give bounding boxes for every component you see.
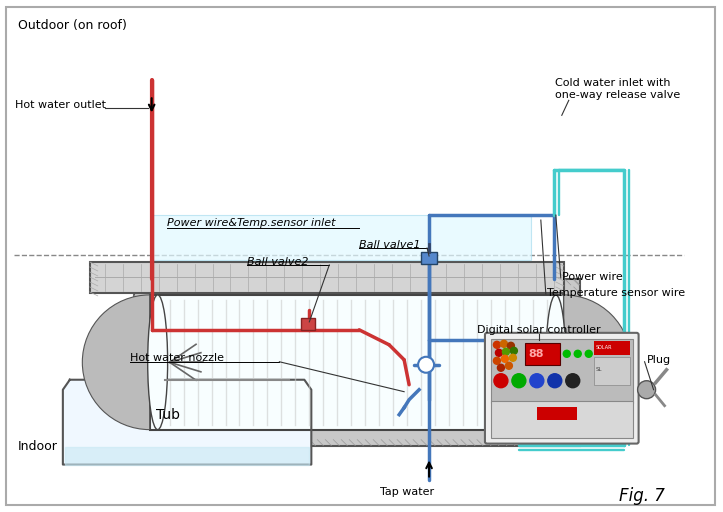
Bar [301, 318, 315, 330]
Text: Ball valve1: Ball valve1 [359, 240, 421, 250]
Text: Digital solar controller: Digital solar controller [477, 325, 601, 335]
Text: Hot water nozzle: Hot water nozzle [129, 353, 223, 363]
Bar [537, 408, 577, 420]
Circle shape [493, 357, 500, 364]
Circle shape [566, 374, 580, 388]
Circle shape [510, 347, 518, 354]
Text: Hot water outlet: Hot water outlet [15, 100, 106, 111]
Wedge shape [564, 295, 631, 430]
Bar [152, 215, 531, 260]
Text: Fig. 7: Fig. 7 [619, 487, 664, 505]
Bar [594, 341, 630, 355]
Text: Outdoor (on roof): Outdoor (on roof) [18, 18, 127, 32]
Ellipse shape [147, 295, 168, 430]
Ellipse shape [546, 295, 566, 430]
Bar [525, 343, 560, 365]
Circle shape [502, 348, 510, 355]
Bar [150, 295, 564, 430]
Circle shape [508, 343, 514, 349]
Circle shape [510, 354, 516, 361]
Circle shape [638, 381, 656, 399]
Text: Tub: Tub [155, 408, 179, 422]
Text: Indoor: Indoor [18, 440, 58, 453]
Text: Ball valve2: Ball valve2 [247, 257, 309, 267]
Circle shape [418, 357, 434, 373]
Circle shape [497, 364, 505, 371]
Text: Tap water: Tap water [380, 487, 435, 498]
Circle shape [585, 350, 592, 357]
Circle shape [494, 374, 508, 388]
Bar [421, 252, 437, 264]
Circle shape [505, 362, 513, 369]
Text: SL: SL [596, 367, 602, 372]
FancyBboxPatch shape [485, 333, 638, 443]
Circle shape [574, 350, 581, 357]
Circle shape [563, 350, 570, 357]
Bar [491, 401, 633, 438]
Circle shape [548, 374, 562, 388]
Text: Power wire&Temp.sensor inlet: Power wire&Temp.sensor inlet [166, 218, 335, 228]
Circle shape [500, 340, 508, 347]
Bar [90, 262, 564, 293]
Bar [134, 279, 580, 445]
Circle shape [512, 374, 526, 388]
Bar [491, 339, 633, 403]
Circle shape [530, 374, 544, 388]
Text: Power wire: Power wire [562, 272, 623, 282]
Text: Temperature sensor wire: Temperature sensor wire [547, 288, 685, 298]
Circle shape [493, 342, 500, 348]
Polygon shape [63, 380, 312, 464]
Text: Cold water inlet with
one-way release valve: Cold water inlet with one-way release va… [555, 78, 680, 100]
Wedge shape [82, 295, 150, 430]
Bar [594, 357, 630, 385]
Circle shape [502, 355, 508, 362]
Text: 88: 88 [529, 349, 544, 359]
Polygon shape [65, 446, 309, 464]
Text: Plug: Plug [646, 355, 671, 365]
Text: SOLAR: SOLAR [596, 345, 612, 350]
Circle shape [495, 349, 502, 356]
